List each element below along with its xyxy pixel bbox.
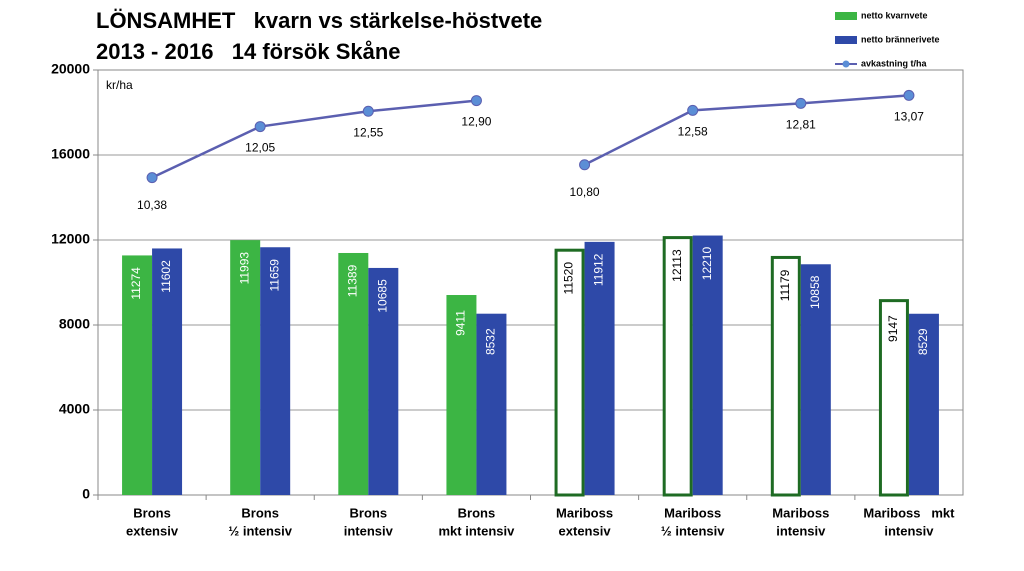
data-label: 10685: [375, 279, 389, 313]
bar: [230, 240, 261, 495]
y-tick-label: 20000: [51, 61, 90, 77]
x-tick-label: extensiv: [126, 523, 179, 538]
bar: [368, 267, 399, 495]
data-label: 12210: [700, 247, 714, 281]
data-label: 9411: [454, 310, 468, 336]
line-marker: [579, 159, 591, 171]
data-label: 11520: [562, 262, 576, 295]
bar: [476, 313, 507, 495]
bar: [152, 248, 183, 495]
bar: [122, 255, 153, 495]
data-label: 10,38: [137, 198, 167, 212]
bar: [878, 299, 909, 497]
data-label: 10,80: [570, 185, 600, 199]
x-tick-label: intensiv: [776, 523, 826, 538]
x-tick-label: Brons: [241, 505, 279, 520]
data-label: 9147: [886, 315, 900, 342]
bar: [554, 248, 585, 497]
x-tick-label: Brons: [133, 505, 171, 520]
legend-swatch: [835, 36, 857, 44]
data-label: 12,90: [461, 115, 491, 129]
legend-label: netto kvarnvete: [861, 10, 928, 20]
bar: [770, 255, 801, 497]
line: [151, 99, 477, 179]
y-tick-label: 0: [82, 486, 90, 502]
x-tick-label: ½ intensiv: [228, 523, 292, 538]
data-label: 8529: [916, 328, 930, 355]
data-label: 12,55: [353, 125, 383, 139]
legend-marker: [842, 60, 850, 68]
data-label: 11389: [345, 264, 359, 297]
line-marker: [362, 105, 374, 117]
x-tick-label: Brons: [350, 505, 388, 520]
bar: [584, 241, 615, 495]
bar: [260, 247, 291, 495]
data-label: 11659: [267, 259, 281, 292]
x-tick-label: Mariboss: [664, 505, 721, 520]
line-marker: [795, 97, 807, 109]
data-label: 11912: [592, 253, 606, 286]
y-tick-label: 8000: [59, 316, 90, 332]
data-label: 11274: [129, 267, 143, 300]
x-tick-label: mkt intensiv: [439, 523, 516, 538]
x-tick-label: intensiv: [884, 523, 934, 538]
line-marker: [146, 172, 158, 184]
x-tick-label: ½ intensiv: [661, 523, 725, 538]
line-marker: [254, 121, 266, 133]
bar: [908, 313, 939, 495]
y-tick-label: 16000: [51, 146, 90, 162]
data-label: 11993: [237, 252, 251, 285]
line: [584, 94, 910, 166]
legend-swatch: [835, 12, 857, 20]
data-label: 12,05: [245, 141, 275, 155]
x-tick-label: Mariboss mkt: [863, 505, 955, 520]
x-tick-label: Mariboss: [772, 505, 829, 520]
plot-border: [97, 69, 964, 496]
y-tick-label: 12000: [51, 231, 90, 247]
y-tick-label: 4000: [59, 401, 90, 417]
line-marker: [470, 95, 482, 107]
line-marker: [903, 89, 915, 101]
data-label: 10858: [808, 275, 822, 309]
x-tick-label: Mariboss: [556, 505, 613, 520]
y-axis-label: kr/ha: [106, 78, 133, 92]
legend-label: netto brännerivete: [861, 34, 940, 44]
chart-subtitle: 2013 - 2016 14 försök Skåne: [96, 39, 401, 64]
bar: [662, 236, 693, 497]
data-label: 12,58: [678, 125, 708, 139]
data-label: 11602: [159, 260, 173, 293]
bar: [692, 235, 723, 495]
bar: [446, 295, 477, 495]
line-marker: [687, 104, 699, 116]
data-label: 11179: [778, 269, 792, 301]
data-label: 8532: [484, 328, 498, 355]
chart-title: LÖNSAMHET kvarn vs stärkelse-höstvete: [96, 8, 542, 33]
bar: [800, 264, 831, 495]
legend-label: avkastning t/ha: [861, 58, 928, 68]
x-tick-label: Brons: [458, 505, 496, 520]
bar: [338, 252, 369, 495]
data-label: 12113: [670, 249, 684, 282]
x-tick-label: intensiv: [344, 523, 394, 538]
data-label: 13,07: [894, 110, 924, 124]
data-label: 12,81: [786, 117, 816, 131]
x-tick-label: extensiv: [559, 523, 612, 538]
